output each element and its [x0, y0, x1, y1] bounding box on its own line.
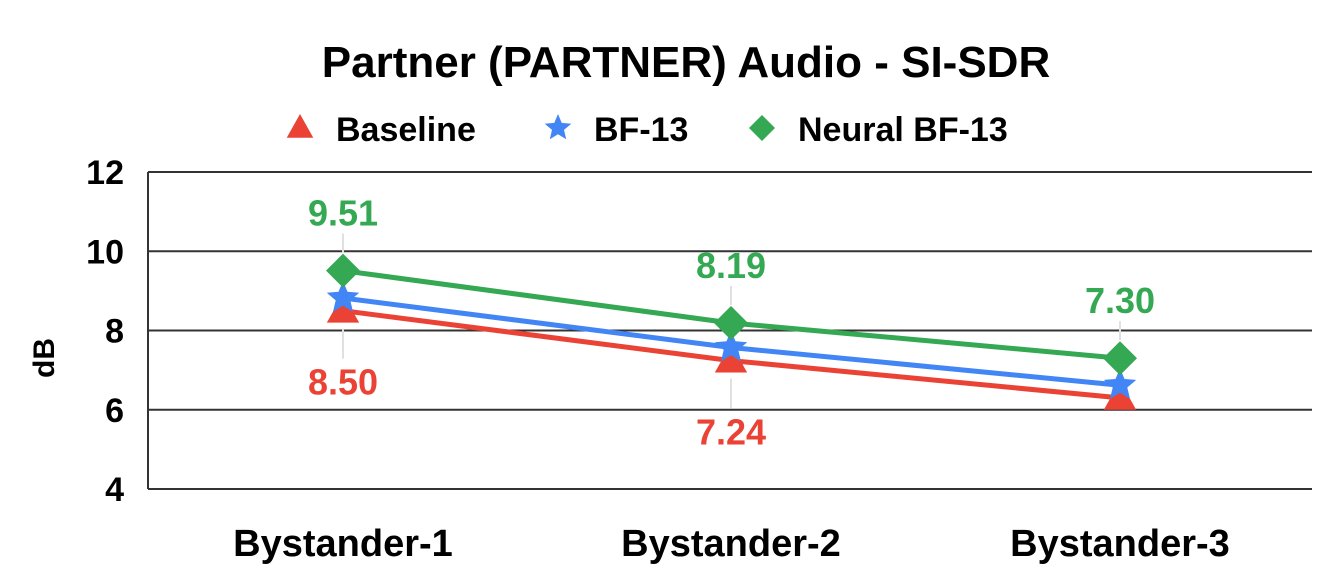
data-point — [714, 343, 748, 373]
x-tick-label: Bystander-2 — [621, 523, 841, 565]
y-tick-label: 10 — [86, 233, 124, 271]
x-tick-label: Bystander-3 — [1010, 523, 1230, 565]
y-axis-ticks: 4 6 8 10 12 — [86, 154, 124, 509]
legend: Baseline BF-13 Neural BF-13 — [286, 111, 1008, 149]
data-label: 9.51 — [308, 193, 378, 234]
data-label: 7.30 — [1085, 280, 1155, 321]
series-baseline — [326, 293, 1137, 410]
legend-label: Neural BF-13 — [798, 111, 1008, 149]
data-labels: 8.50 7.24 9.51 8.19 7.30 — [308, 193, 1155, 453]
data-point — [326, 281, 360, 312]
legend-item: BF-13 — [544, 111, 688, 149]
data-point — [326, 293, 360, 323]
y-tick-label: 4 — [105, 471, 124, 509]
data-label: 8.50 — [308, 362, 378, 403]
data-point — [326, 253, 360, 288]
data-point — [714, 305, 748, 340]
y-tick-label: 8 — [105, 313, 124, 351]
data-label: 8.19 — [696, 245, 766, 286]
y-tick-label: 12 — [86, 154, 124, 192]
legend-item: Baseline — [286, 111, 476, 149]
legend-label: BF-13 — [594, 111, 688, 149]
data-point — [714, 330, 748, 362]
data-point — [1103, 380, 1137, 410]
legend-item: Neural BF-13 — [749, 111, 1008, 149]
y-axis-label: dB — [28, 338, 61, 378]
y-tick-label: 6 — [105, 392, 124, 430]
data-point — [1103, 341, 1137, 376]
x-tick-label: Bystander-1 — [233, 523, 453, 565]
data-point — [1103, 368, 1137, 399]
legend-marker — [544, 114, 572, 140]
data-label: 7.24 — [696, 412, 766, 453]
x-axis-categories: Bystander-1 Bystander-2 Bystander-3 — [233, 523, 1230, 565]
series-bf-13 — [326, 281, 1137, 399]
chart-title: Partner (PARTNER) Audio - SI-SDR — [322, 38, 1050, 87]
legend-marker — [749, 115, 775, 141]
series-group — [326, 253, 1137, 410]
legend-marker — [286, 114, 314, 138]
legend-label: Baseline — [336, 111, 476, 149]
series-neural-bf-13 — [326, 253, 1137, 376]
